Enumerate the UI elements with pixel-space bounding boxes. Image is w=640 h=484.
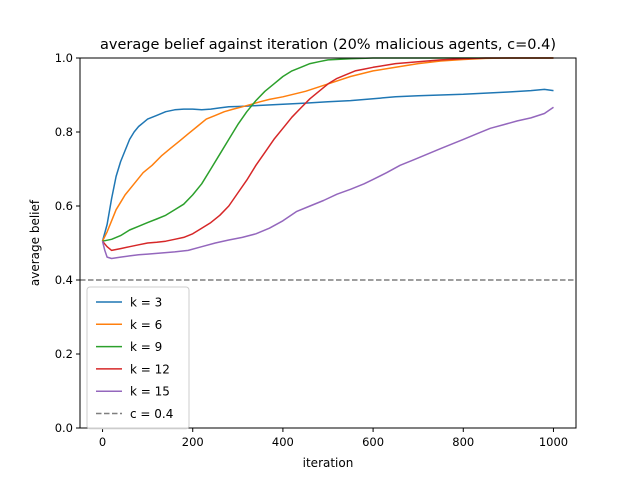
x-axis: 0 200 400 600 800 1000	[99, 428, 568, 449]
y-tick-label: 0.0	[55, 421, 73, 435]
series-line-0	[101, 88, 554, 242]
chart-title: average belief against iteration (20% ma…	[100, 37, 556, 53]
legend-label: k = 12	[130, 362, 170, 376]
y-tick-label: 0.6	[55, 199, 73, 213]
legend-label: k = 9	[130, 340, 162, 354]
series-line-4	[101, 106, 554, 260]
series-line-1	[101, 57, 554, 242]
legend-label: k = 15	[130, 385, 170, 399]
y-tick-label: 0.4	[55, 273, 73, 287]
legend-box	[86, 286, 190, 430]
x-tick-label: 1000	[539, 435, 568, 449]
y-axis: 0.0 0.2 0.4 0.6 0.8 1.0	[55, 51, 80, 435]
legend-label: k = 6	[130, 318, 162, 332]
legend-label: k = 3	[130, 296, 162, 310]
x-tick-label: 600	[362, 435, 384, 449]
plot-frame	[79, 57, 577, 429]
x-tick-label: 0	[99, 435, 106, 449]
legend: k = 3 k = 6 k = 9 k = 12 k = 15 c = 0.4	[86, 286, 190, 430]
x-tick-label: 200	[182, 435, 204, 449]
y-tick-label: 0.8	[55, 125, 73, 139]
series-layer	[101, 57, 554, 260]
x-tick-label: 800	[452, 435, 474, 449]
y-axis-label: average belief	[28, 199, 42, 286]
series-line-2	[102, 57, 554, 242]
y-tick-label: 1.0	[55, 51, 73, 65]
legend-label: c = 0.4	[130, 407, 173, 421]
y-tick-label: 0.2	[55, 347, 73, 361]
x-axis-label: iteration	[303, 456, 354, 470]
series-line-3	[101, 57, 554, 252]
x-tick-label: 400	[272, 435, 294, 449]
